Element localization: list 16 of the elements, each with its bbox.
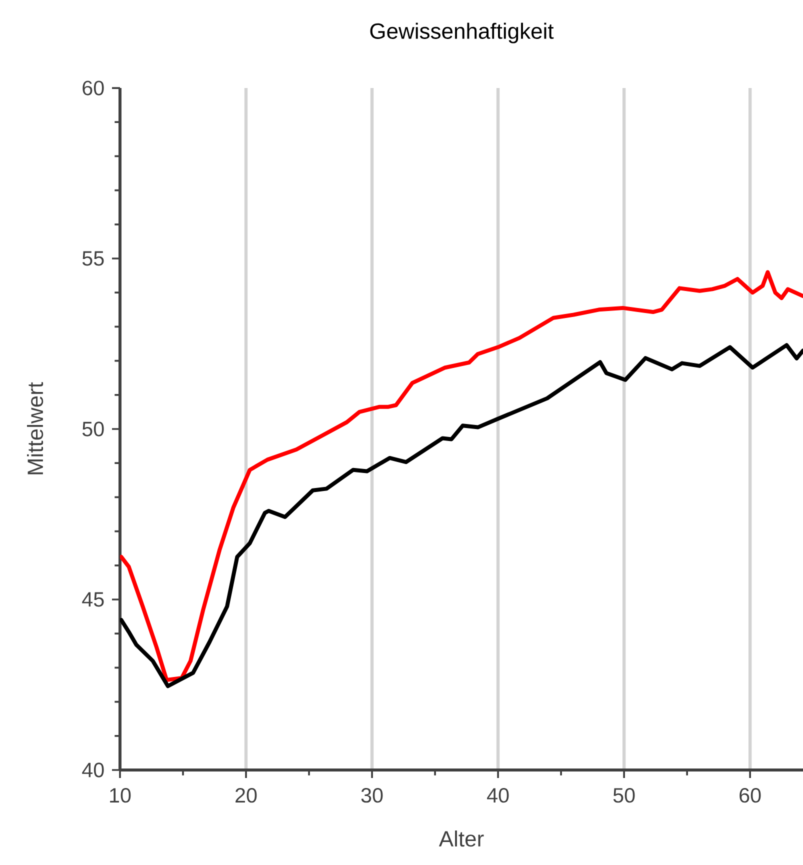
x-axis-title: Alter [438, 830, 484, 847]
y-tick-label: 50 [82, 422, 104, 436]
x-tick-label: 20 [236, 788, 257, 803]
chart-title: Gewissenhaftigkeit [370, 22, 554, 44]
line-series [120, 270, 803, 682]
x-tick-label: 10 [110, 788, 131, 803]
x-tick-label: 60 [740, 788, 761, 803]
y-tick-label: 40 [82, 762, 104, 778]
y-tick-label: 45 [82, 592, 104, 607]
y-tick-label: 55 [82, 251, 104, 266]
x-tick-label: 50 [613, 788, 635, 803]
y-tick-label: 60 [82, 80, 104, 96]
x-tick-label: 30 [361, 788, 383, 803]
x-tick-label: 40 [487, 788, 509, 803]
y-axis-title: Mittelwert [26, 382, 44, 474]
line-series [120, 343, 803, 688]
